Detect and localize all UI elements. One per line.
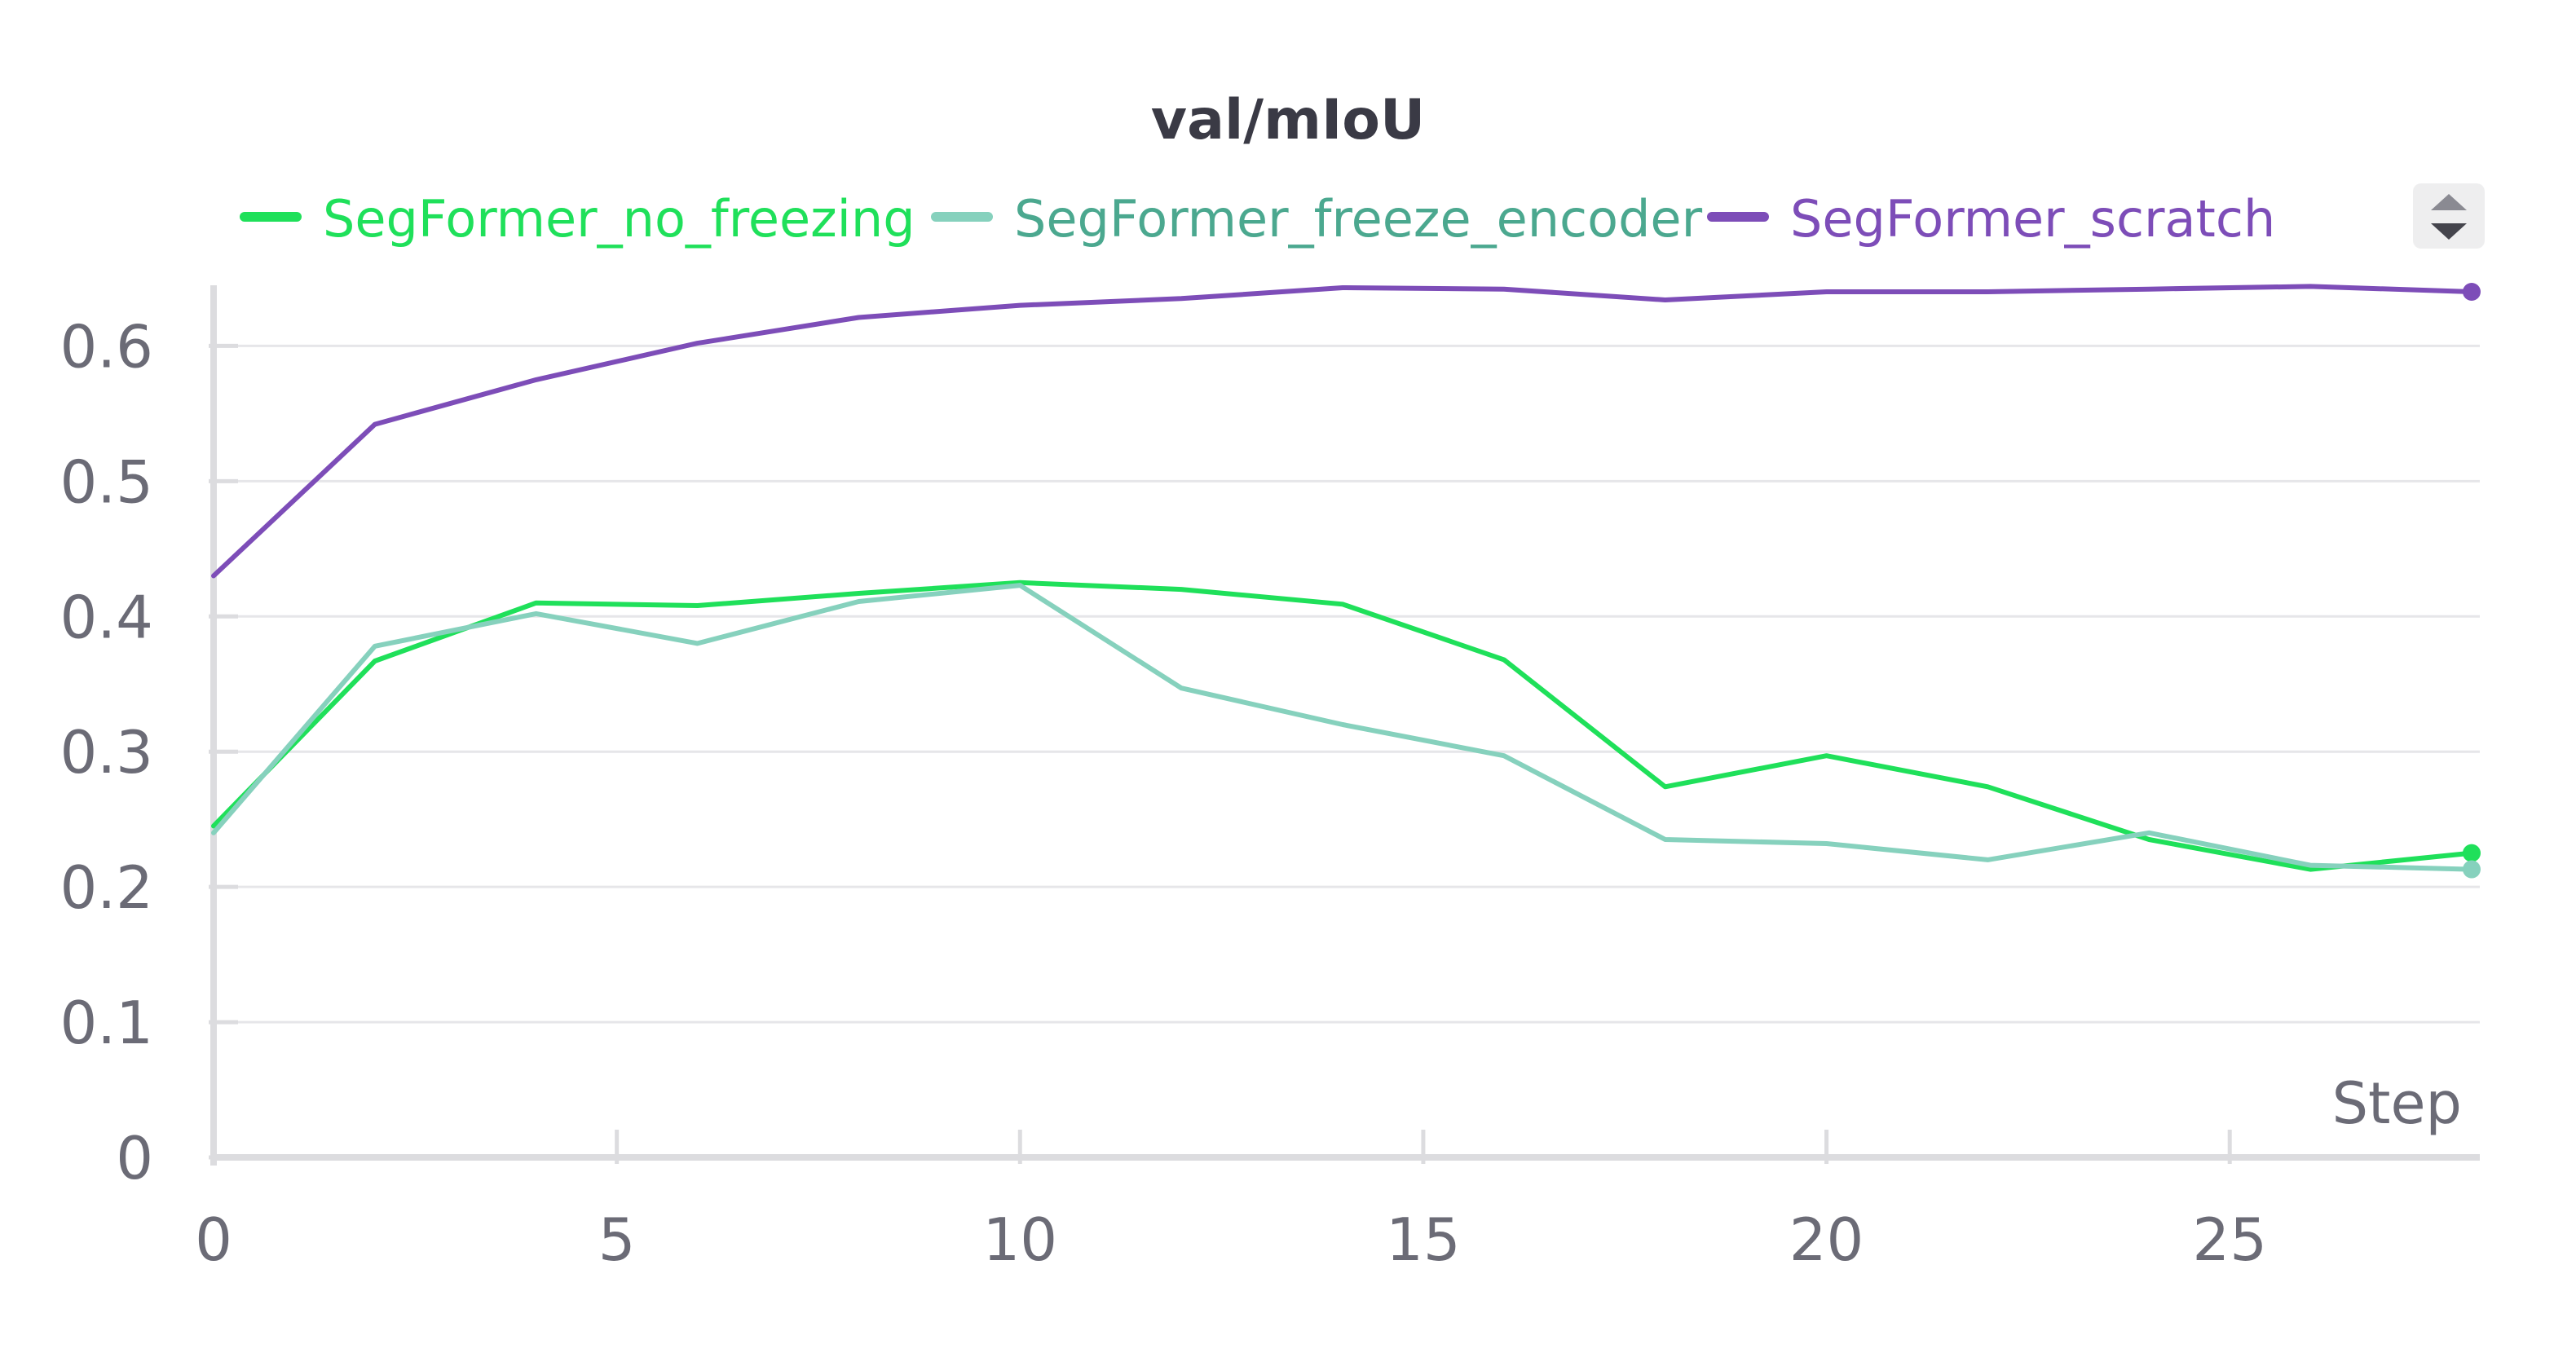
- series-endpoint[interactable]: [2463, 283, 2481, 301]
- legend: SegFormer_no_freezing SegFormer_freeze_en…: [240, 189, 2275, 249]
- x-axis-label: Step: [2332, 1070, 2462, 1137]
- series-line[interactable]: [211, 583, 2474, 872]
- series-SegFormer_freeze_encoder: [211, 583, 2481, 879]
- series-layer: [211, 283, 2481, 879]
- y-tick-label: 0.2: [60, 853, 153, 922]
- sort-up-icon: [2431, 194, 2467, 210]
- x-tick-label: 10: [982, 1205, 1057, 1274]
- series-line[interactable]: [211, 580, 2474, 872]
- legend-item[interactable]: SegFormer_scratch: [1707, 189, 2275, 249]
- x-tick-label: 20: [1789, 1205, 1864, 1274]
- legend-label: SegFormer_no_freezing: [323, 189, 915, 249]
- series-endpoint[interactable]: [2463, 860, 2481, 879]
- x-tick-label: 25: [2192, 1205, 2267, 1274]
- legend-item[interactable]: SegFormer_freeze_encoder: [931, 189, 1703, 249]
- x-tick-label: 15: [1386, 1205, 1461, 1274]
- series-endpoint[interactable]: [2463, 844, 2481, 862]
- sort-toggle-button[interactable]: [2413, 183, 2485, 249]
- y-tick-label: 0.3: [60, 718, 153, 787]
- grid: [214, 344, 2480, 1024]
- sort-down-icon: [2431, 223, 2467, 240]
- legend-label: SegFormer_freeze_encoder: [1014, 189, 1703, 249]
- y-tick-label: 0.5: [60, 447, 153, 516]
- series-line[interactable]: [211, 284, 2474, 579]
- chart-title: val/mIoU: [1151, 88, 1425, 152]
- legend-label: SegFormer_scratch: [1790, 189, 2275, 249]
- axes: [210, 285, 2480, 1166]
- y-tick-label: 0.6: [60, 312, 153, 381]
- y-tick-label: 0.1: [60, 989, 153, 1057]
- sort-toggle-background: [2413, 183, 2485, 249]
- x-tick-label: 0: [195, 1205, 232, 1274]
- y-tick-label: 0.4: [60, 583, 153, 651]
- y-tick-label: 0: [116, 1124, 153, 1192]
- series-SegFormer_no_freezing: [211, 580, 2481, 872]
- x-axis-ticks: 0 5 10 15 20 25: [195, 1130, 2267, 1274]
- y-axis-ticks: 0 0.1 0.2 0.3 0.4 0.5 0.6: [60, 312, 238, 1192]
- legend-item[interactable]: SegFormer_no_freezing: [240, 189, 915, 249]
- series-SegFormer_scratch: [211, 283, 2481, 579]
- x-tick-label: 5: [598, 1205, 636, 1274]
